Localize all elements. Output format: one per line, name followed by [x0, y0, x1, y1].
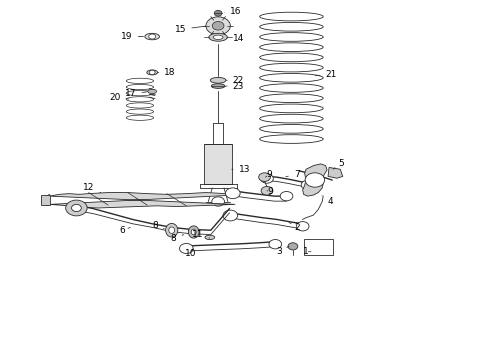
Text: 14: 14 — [227, 34, 244, 43]
Circle shape — [66, 200, 87, 216]
Polygon shape — [49, 193, 235, 208]
Text: 6: 6 — [120, 226, 130, 235]
Circle shape — [206, 17, 230, 35]
Circle shape — [269, 239, 282, 249]
Bar — [204, 144, 232, 184]
Ellipse shape — [210, 77, 226, 83]
Text: 1: 1 — [303, 247, 311, 256]
Text: 9: 9 — [267, 187, 273, 196]
Text: 3: 3 — [276, 246, 289, 256]
Circle shape — [280, 192, 293, 201]
Ellipse shape — [166, 224, 178, 237]
Circle shape — [212, 197, 224, 206]
Bar — [304, 239, 333, 255]
Ellipse shape — [169, 227, 174, 233]
Circle shape — [149, 34, 156, 39]
Text: 8: 8 — [171, 234, 184, 243]
Text: 16: 16 — [225, 7, 242, 16]
Circle shape — [149, 70, 155, 75]
Text: 7: 7 — [286, 170, 299, 179]
Text: 15: 15 — [175, 25, 206, 34]
Text: 8: 8 — [152, 221, 164, 230]
Circle shape — [259, 173, 270, 181]
Circle shape — [223, 210, 238, 221]
Text: 12: 12 — [83, 183, 101, 193]
Text: 18: 18 — [158, 68, 176, 77]
Circle shape — [305, 173, 325, 187]
Text: 21: 21 — [315, 70, 337, 79]
Circle shape — [288, 243, 298, 250]
Text: 11: 11 — [192, 230, 210, 239]
Text: 17: 17 — [125, 89, 147, 98]
Circle shape — [296, 222, 309, 231]
Circle shape — [179, 243, 193, 253]
Polygon shape — [47, 194, 49, 206]
Text: 10: 10 — [185, 249, 196, 258]
Ellipse shape — [147, 70, 158, 75]
Circle shape — [301, 180, 314, 190]
Ellipse shape — [205, 235, 215, 239]
Text: 22: 22 — [226, 76, 244, 85]
Polygon shape — [303, 164, 327, 196]
Ellipse shape — [191, 229, 196, 235]
Polygon shape — [328, 167, 343, 178]
Circle shape — [225, 188, 240, 199]
Text: 23: 23 — [226, 82, 244, 91]
Ellipse shape — [211, 84, 225, 88]
Text: 5: 5 — [333, 159, 343, 169]
Ellipse shape — [213, 35, 223, 40]
Text: 4: 4 — [322, 195, 333, 206]
Circle shape — [261, 174, 273, 183]
Text: 2: 2 — [289, 222, 299, 232]
Circle shape — [72, 204, 81, 212]
Text: 20: 20 — [109, 93, 129, 102]
Circle shape — [261, 186, 273, 195]
Bar — [41, 195, 49, 205]
Circle shape — [212, 22, 224, 30]
Ellipse shape — [188, 226, 199, 238]
Text: 9: 9 — [266, 170, 272, 179]
Text: 13: 13 — [232, 165, 250, 174]
Text: 19: 19 — [121, 32, 144, 41]
Circle shape — [214, 10, 222, 16]
Ellipse shape — [145, 33, 159, 40]
Ellipse shape — [209, 33, 227, 41]
Ellipse shape — [148, 89, 157, 94]
